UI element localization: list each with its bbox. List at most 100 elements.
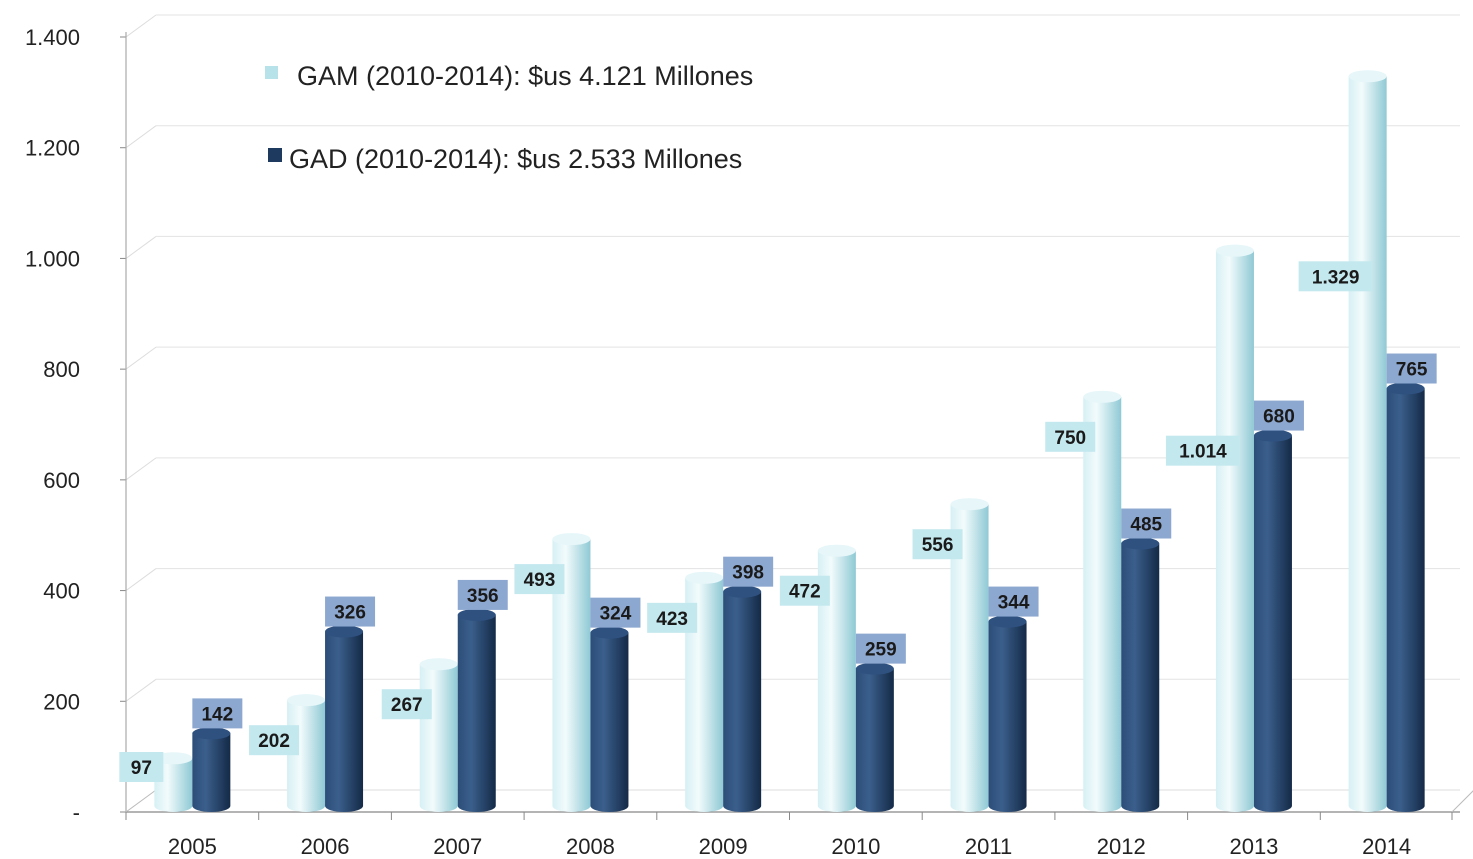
bar-gad-2007-body [457, 614, 496, 813]
data-labels: 97 142 202 326 267 356 493 324 423 398 472 259 556 34… [119, 261, 1437, 782]
bar-gad-2008 [590, 626, 629, 813]
bar-gam-2008-body [552, 539, 591, 813]
label-gam-2008: 493 [514, 564, 565, 595]
label-gad-2006: 326 [325, 596, 376, 627]
gridline-diag [125, 14, 157, 38]
label-gam-2009-text: 423 [656, 609, 688, 630]
label-gad-2008-text: 324 [600, 604, 632, 625]
y-tick-label: 1.400 [25, 25, 80, 50]
bar-gad-2005 [192, 727, 231, 813]
bar-gam-2009-body [685, 577, 724, 813]
label-gam-2013-box [1165, 435, 1240, 466]
bar-gad-2011-body [988, 621, 1027, 812]
bar-gad-2013-body [1253, 435, 1292, 813]
label-gam-2005-text: 97 [131, 758, 152, 779]
bar-gam-2014-top [1348, 70, 1387, 83]
y-tick-label: 1.000 [25, 246, 80, 271]
bar-gam-2007 [419, 658, 458, 813]
bar-gam-2007-top [419, 658, 458, 671]
x-tick-label: 2009 [699, 834, 748, 859]
bar-gam-2010-top [817, 544, 856, 557]
bar-gam-2011-top [950, 498, 989, 511]
label-gam-2012: 750 [1045, 421, 1096, 452]
label-gam-2014-text: 1.329 [1312, 267, 1360, 288]
label-gad-2007-box [457, 579, 508, 610]
bar-gam-2014-body [1348, 76, 1387, 813]
label-gam-2007: 267 [381, 689, 432, 720]
label-gam-2012-box [1045, 421, 1096, 452]
bar-gam-2013-top [1215, 244, 1254, 257]
bar-gad-2010-body [855, 668, 894, 813]
label-gam-2007-text: 267 [391, 695, 423, 716]
bar-gad-2005-top [192, 727, 231, 740]
label-gam-2005: 97 [119, 752, 164, 782]
label-gad-2009-text: 398 [732, 563, 764, 584]
x-tick-label: 2008 [566, 834, 615, 859]
label-gad-2009: 398 [723, 556, 774, 587]
label-gad-2011-box [988, 586, 1039, 617]
gridline-diag [125, 678, 157, 702]
label-gad-2010: 259 [855, 633, 906, 664]
label-gam-2010-box [779, 575, 830, 606]
label-gad-2012-box [1121, 508, 1172, 539]
bar-gad-2011 [988, 615, 1027, 812]
gridline-diag [125, 457, 157, 481]
label-gad-2012: 485 [1121, 508, 1172, 539]
y-tick-label: 1.200 [25, 136, 80, 161]
bar-gad-2012 [1121, 537, 1160, 813]
legend: GAM (2010-2014): $us 4.121 Millones GAD … [265, 61, 753, 174]
bar-gad-2009 [723, 585, 762, 813]
x-tick-label: 2005 [168, 834, 217, 859]
label-gad-2014-text: 765 [1396, 360, 1428, 381]
label-gam-2013-text: 1.014 [1179, 442, 1227, 463]
gridlines [125, 14, 1460, 702]
label-gad-2007: 356 [457, 579, 508, 610]
bar-gad-2013 [1253, 429, 1292, 813]
floor-edge [125, 789, 157, 813]
label-gad-2011-text: 344 [998, 593, 1030, 614]
label-gam-2005-box [119, 752, 164, 782]
label-gad-2010-box [855, 633, 906, 664]
gridline-diag [125, 125, 157, 149]
bar-gam-2011 [950, 498, 989, 813]
label-gad-2009-box [723, 556, 774, 587]
x-tick-label: 2013 [1229, 834, 1278, 859]
label-gam-2013: 1.014 [1165, 435, 1240, 466]
bar-gam-2012 [1083, 390, 1122, 813]
legend-swatch-gad [268, 148, 282, 162]
bar-gad-2006 [325, 625, 364, 813]
label-gam-2009: 423 [647, 602, 698, 633]
bar-gad-2014-body [1386, 388, 1425, 813]
legend-label-gad: GAD (2010-2014): $us 2.533 Millones [289, 144, 742, 174]
label-gam-2010-text: 472 [789, 582, 821, 603]
bar-gam-2006-top [287, 694, 326, 707]
bar-gam-2008 [552, 533, 591, 813]
bar-gam-2012-top [1083, 390, 1122, 403]
label-gad-2013: 680 [1253, 400, 1304, 431]
label-gam-2009-box [647, 602, 698, 633]
label-gad-2006-text: 326 [334, 603, 366, 624]
bar-gam-2005 [154, 752, 193, 813]
label-gam-2008-box [514, 564, 565, 595]
label-gam-2006-text: 202 [258, 731, 290, 752]
bar-gad-2006-top [325, 625, 364, 638]
label-gad-2014: 765 [1386, 353, 1437, 384]
bar-gam-2013-body [1215, 250, 1254, 813]
gridline-diag [125, 346, 157, 370]
bar-gad-2010 [855, 662, 894, 813]
label-gad-2008-box [590, 597, 641, 628]
label-gam-2010: 472 [779, 575, 830, 606]
bar-gad-2005-body [192, 733, 231, 813]
bar-gam-2007-body [419, 664, 458, 813]
x-tick-label: 2012 [1097, 834, 1146, 859]
bar-gad-2007 [457, 608, 496, 813]
y-tick-label: 400 [43, 579, 80, 604]
label-gad-2010-text: 259 [865, 640, 897, 661]
label-gad-2007-text: 356 [467, 586, 499, 607]
label-gad-2005: 142 [192, 698, 243, 729]
label-gad-2006-box [325, 596, 376, 627]
legend-label-gam: GAM (2010-2014): $us 4.121 Millones [297, 61, 753, 91]
label-gad-2012-text: 485 [1130, 515, 1162, 536]
x-tick-label: 2010 [831, 834, 880, 859]
label-gam-2008-text: 493 [524, 570, 556, 591]
